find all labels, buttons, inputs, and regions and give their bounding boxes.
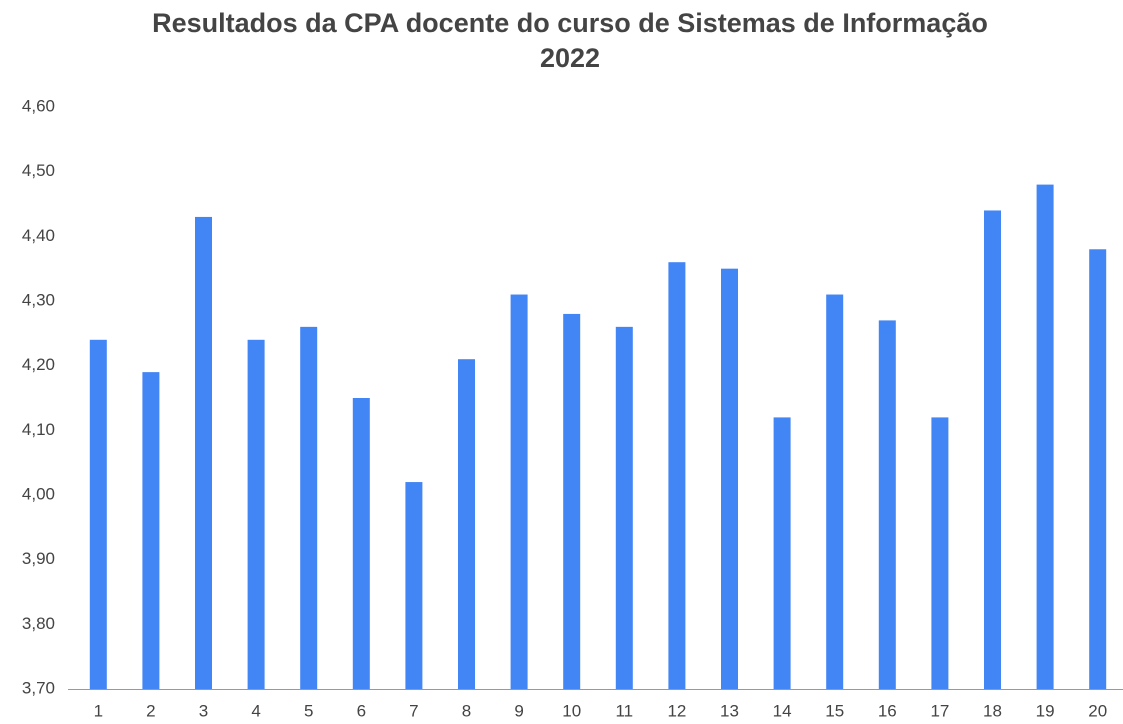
bar: [510, 294, 528, 689]
x-tick-label: 6: [357, 701, 366, 720]
x-tick-label: 1: [94, 701, 103, 720]
x-tick-label: 2: [146, 701, 155, 720]
bar: [984, 210, 1001, 689]
x-tick-label: 5: [304, 701, 313, 720]
bar: [89, 339, 107, 689]
x-tick-label: 9: [514, 701, 523, 720]
y-tick-label: 3,70: [22, 678, 55, 697]
bar: [931, 417, 949, 689]
y-tick-label: 4,20: [22, 355, 55, 374]
y-tick-label: 4,60: [22, 96, 55, 115]
bar: [1036, 184, 1054, 689]
y-tick-label: 4,40: [22, 226, 55, 245]
x-tick-label: 15: [825, 701, 844, 720]
x-tick-label: 13: [720, 701, 739, 720]
y-tick-label: 3,80: [22, 614, 55, 633]
bar: [773, 417, 791, 689]
bar: [405, 482, 423, 689]
x-tick-label: 3: [199, 701, 208, 720]
bar: [247, 339, 265, 689]
bar: [142, 372, 160, 689]
bar: [826, 294, 844, 689]
x-tick-label: 14: [773, 701, 792, 720]
y-tick-label: 4,00: [22, 484, 55, 503]
bar: [721, 268, 738, 689]
bar: [352, 398, 370, 689]
y-tick-label: 4,10: [22, 420, 55, 439]
x-tick-label: 20: [1088, 701, 1107, 720]
bar: [1089, 249, 1107, 689]
x-tick-label: 7: [409, 701, 418, 720]
bar: [458, 359, 475, 689]
bar: [563, 313, 581, 689]
x-tick-label: 16: [878, 701, 897, 720]
y-tick-label: 3,90: [22, 549, 55, 568]
x-tick-label: 18: [983, 701, 1002, 720]
chart-title: Resultados da CPA docente do curso de Si…: [152, 8, 988, 73]
x-tick-label: 12: [667, 701, 686, 720]
x-tick-label: 11: [615, 701, 633, 720]
bar: [195, 216, 212, 689]
x-tick-label: 8: [462, 701, 471, 720]
y-tick-label: 4,50: [22, 161, 55, 180]
x-tick-label: 4: [251, 701, 260, 720]
x-tick-label: 10: [562, 701, 581, 720]
bar: [615, 326, 633, 689]
x-tick-label: 17: [930, 701, 949, 720]
bar: [878, 320, 896, 689]
y-tick-label: 4,30: [22, 290, 55, 309]
bar: [668, 262, 686, 689]
x-tick-label: 19: [1036, 701, 1055, 720]
bar: [300, 326, 318, 689]
